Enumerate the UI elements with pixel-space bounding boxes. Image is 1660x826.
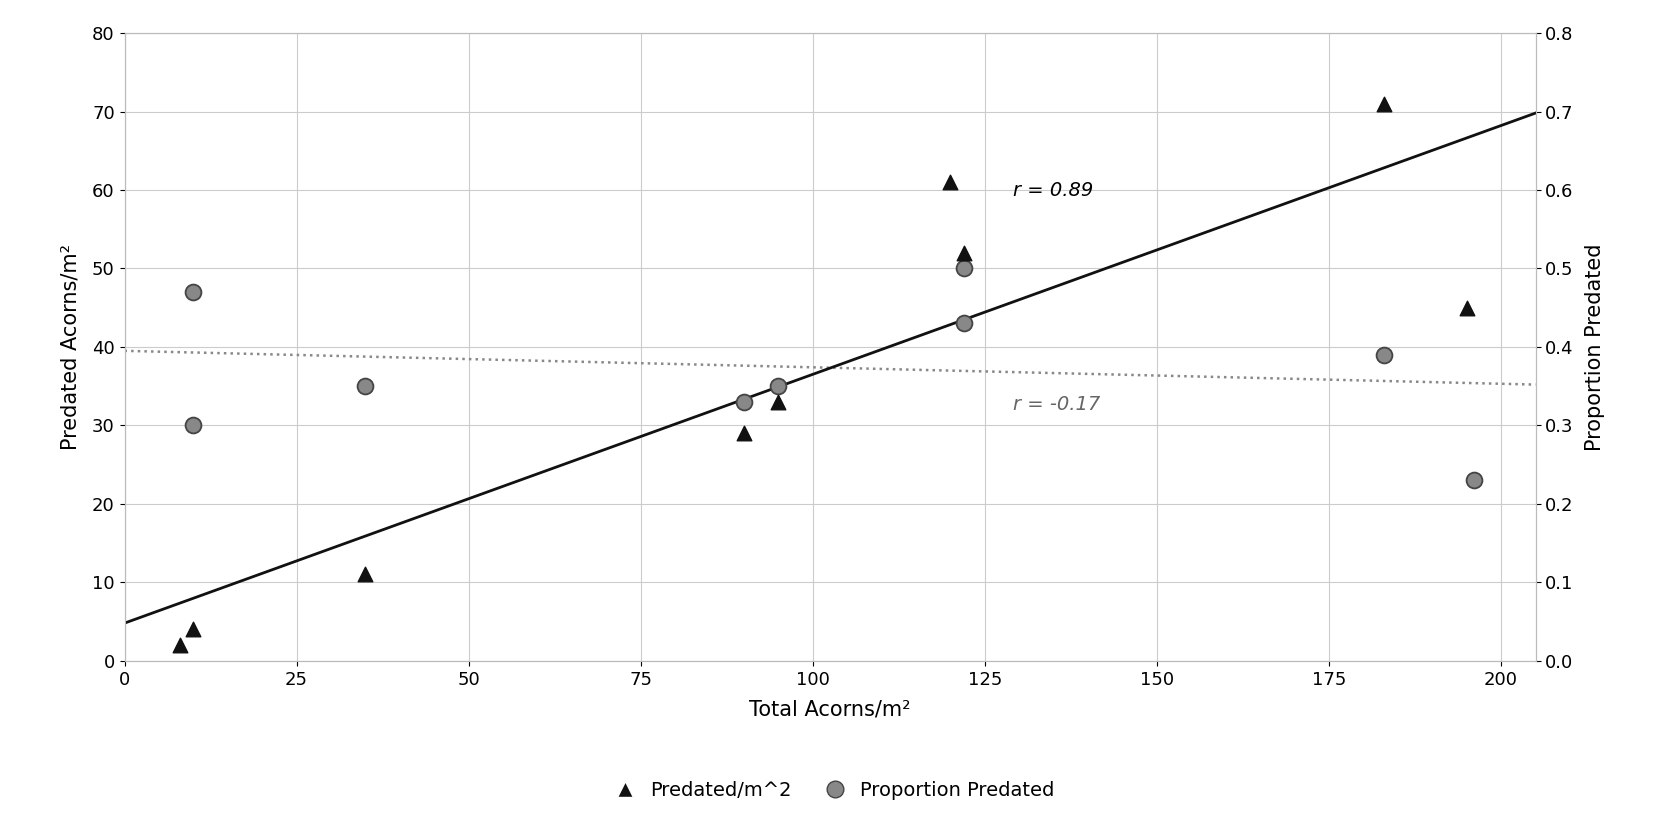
Point bbox=[1371, 97, 1398, 110]
Point bbox=[179, 623, 206, 636]
Point bbox=[765, 396, 792, 409]
X-axis label: Total Acorns/m²: Total Acorns/m² bbox=[749, 700, 911, 719]
Legend: Predated/m^2, Proportion Predated: Predated/m^2, Proportion Predated bbox=[598, 773, 1062, 808]
Point bbox=[951, 262, 978, 275]
Y-axis label: Proportion Predated: Proportion Predated bbox=[1585, 243, 1605, 451]
Point bbox=[166, 638, 193, 652]
Point bbox=[179, 285, 206, 298]
Text: r = -0.17: r = -0.17 bbox=[1013, 395, 1101, 414]
Point bbox=[1461, 474, 1487, 487]
Point bbox=[951, 246, 978, 259]
Y-axis label: Predated Acorns/m²: Predated Acorns/m² bbox=[61, 244, 81, 450]
Point bbox=[730, 396, 757, 409]
Point bbox=[1371, 349, 1398, 362]
Point bbox=[765, 379, 792, 392]
Point bbox=[352, 379, 378, 392]
Point bbox=[1454, 301, 1481, 315]
Point bbox=[179, 419, 206, 432]
Text: r = 0.89: r = 0.89 bbox=[1013, 181, 1094, 200]
Point bbox=[352, 568, 378, 582]
Point bbox=[730, 426, 757, 439]
Point bbox=[938, 176, 964, 189]
Point bbox=[951, 316, 978, 330]
